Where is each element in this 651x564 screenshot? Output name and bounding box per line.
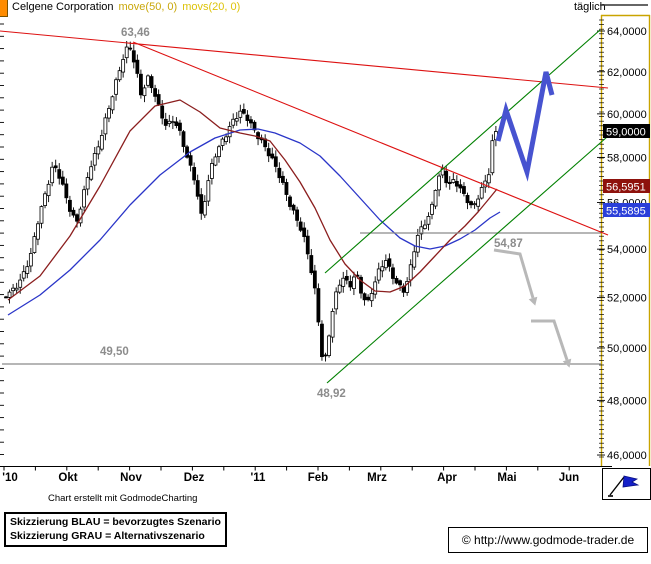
price-annotations: 63,46 48,92 bbox=[121, 27, 346, 400]
y-axis-tick-label: 60,0000 bbox=[607, 109, 647, 121]
price-marker-bg bbox=[603, 124, 650, 138]
flag-tool-box bbox=[602, 468, 651, 500]
x-axis-label: Okt bbox=[58, 472, 77, 484]
scenario-legend-box: Skizzierung BLAU = bevorzugtes Szenario … bbox=[4, 512, 227, 547]
level-label: 54,87 bbox=[494, 238, 523, 250]
gray-arrowhead bbox=[562, 358, 572, 368]
price-marker-label: 55,5895 bbox=[606, 206, 646, 218]
y-axis-tick-label: 62,0000 bbox=[607, 67, 647, 79]
price-marker-bg bbox=[603, 179, 650, 193]
axes bbox=[0, 4, 651, 471]
x-axis-labels: '10 Okt Nov Dez '11 Feb Mrz Apr Mai Jun bbox=[2, 472, 579, 484]
gray-alternative-scenario-sketch bbox=[493, 248, 535, 299]
trendlines bbox=[0, 29, 609, 384]
y-axis-tick-label: 54,0000 bbox=[607, 244, 647, 256]
instrument-title: Celgene Corporation bbox=[12, 1, 114, 13]
price-marker-label: 59,0000 bbox=[606, 127, 646, 139]
x-axis-label: Nov bbox=[120, 472, 142, 484]
blue-flag-icon[interactable] bbox=[608, 475, 640, 497]
price-marker-labels: 59,0000 56,5951 55,5895 bbox=[603, 124, 650, 218]
ma-line-20 bbox=[7, 99, 498, 301]
price-annotation: 63,46 bbox=[121, 27, 150, 39]
candlestick-series bbox=[4, 40, 498, 362]
x-axis-label: Dez bbox=[184, 472, 205, 484]
symbol-marker-icon bbox=[0, 0, 8, 17]
indicator-label-movs20: movs(20, 0) bbox=[182, 1, 241, 13]
ma-line-50 bbox=[7, 128, 501, 316]
chart-title-row: Celgene Corporation move(50, 0) movs(20,… bbox=[0, 0, 240, 18]
x-axis-label: Apr bbox=[437, 472, 457, 484]
trendline-resistance-steep bbox=[132, 41, 609, 236]
copyright-url: © http://www.godmode-trader.de bbox=[461, 533, 635, 547]
scenario-legend-blue: Skizzierung BLAU = bevorzugtes Szenario bbox=[10, 516, 221, 528]
y-axis-tick-label: 58,0000 bbox=[607, 152, 647, 164]
price-marker-label: 56,5951 bbox=[606, 182, 646, 194]
x-axis-label: Jun bbox=[559, 472, 579, 484]
x-axis-label: Feb bbox=[308, 472, 328, 484]
trendline-channel-upper bbox=[324, 29, 601, 274]
y-axis-tick-label: 46,0000 bbox=[607, 450, 647, 462]
horizontal-levels: 54,87 49,50 bbox=[2, 232, 601, 365]
x-axis-label: Mrz bbox=[367, 472, 387, 484]
trendline-channel-lower bbox=[326, 136, 608, 384]
y-axis-tick-label: 48,0000 bbox=[607, 395, 647, 407]
gray-alternative-scenario-sketch bbox=[531, 319, 569, 361]
gray-arrowhead bbox=[528, 296, 538, 306]
scenario-legend-gray: Skizzierung GRAU = Alternativszenario bbox=[10, 530, 205, 542]
blue-preferred-scenario-sketch bbox=[495, 71, 555, 182]
scenario-sketches bbox=[493, 71, 572, 368]
y-axis-tick-label: 52,0000 bbox=[607, 293, 647, 305]
trendline-resistance-upper bbox=[0, 30, 609, 89]
level-label: 49,50 bbox=[100, 346, 129, 358]
x-axis-label: '10 bbox=[2, 472, 18, 484]
price-marker-bg bbox=[603, 203, 650, 217]
y-axis-tick-label: 50,0000 bbox=[607, 343, 647, 355]
created-with-note: Chart erstellt mit GodmodeCharting bbox=[48, 493, 198, 504]
price-annotation: 48,92 bbox=[317, 388, 346, 400]
y-axis-labels: 64,000062,000060,000058,000056,000054,00… bbox=[597, 26, 647, 462]
x-axis-label: Mai bbox=[497, 472, 516, 484]
timeframe-label: täglich bbox=[574, 1, 606, 13]
copyright-box: © http://www.godmode-trader.de bbox=[448, 527, 648, 553]
indicator-label-move50: move(50, 0) bbox=[118, 1, 178, 13]
y-axis-tick-label: 64,0000 bbox=[607, 26, 647, 38]
x-axis-label: '11 bbox=[251, 472, 266, 484]
